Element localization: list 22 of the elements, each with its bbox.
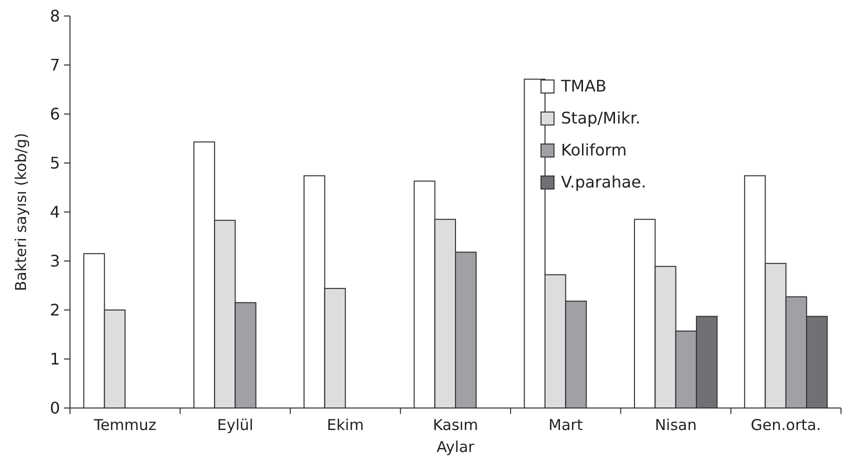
x-axis-title: Aylar bbox=[436, 438, 476, 456]
legend-label: Koliform bbox=[561, 140, 627, 160]
y-tick-label: 0 bbox=[50, 398, 60, 418]
y-tick-label: 6 bbox=[50, 104, 60, 124]
y-tick-label: 4 bbox=[50, 202, 60, 222]
x-tick-label: Kasım bbox=[432, 416, 478, 434]
y-tick-label: 7 bbox=[50, 56, 60, 75]
x-tick-label: Temmuz bbox=[92, 416, 156, 434]
x-tick-label: Mart bbox=[548, 416, 583, 434]
y-tick-label: 8 bbox=[50, 6, 60, 26]
x-tick-label: Ekim bbox=[326, 416, 364, 434]
y-tick-label: 1 bbox=[50, 350, 60, 369]
legend-label: Stap/Mikr. bbox=[561, 108, 640, 128]
x-tick-label: Nisan bbox=[654, 416, 697, 434]
y-axis-title: Bakteri sayısı (kob/g) bbox=[12, 132, 30, 292]
y-tick-label: 3 bbox=[50, 252, 60, 271]
legend-label: V.parahae. bbox=[561, 172, 646, 192]
x-tick-label: Gen.orta. bbox=[750, 416, 822, 434]
x-tick-label: Eylül bbox=[217, 416, 254, 434]
legend-label: TMAB bbox=[560, 76, 606, 96]
y-tick-label: 5 bbox=[50, 154, 60, 173]
y-tick-label: 2 bbox=[50, 300, 60, 320]
